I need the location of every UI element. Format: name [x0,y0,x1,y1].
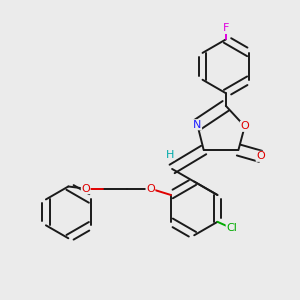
Text: F: F [223,23,229,33]
Text: O: O [256,151,265,161]
Text: H: H [166,150,175,160]
Text: O: O [240,121,249,131]
Text: Cl: Cl [226,223,237,233]
Text: O: O [146,184,155,194]
Text: N: N [193,120,202,130]
Text: O: O [81,184,90,194]
